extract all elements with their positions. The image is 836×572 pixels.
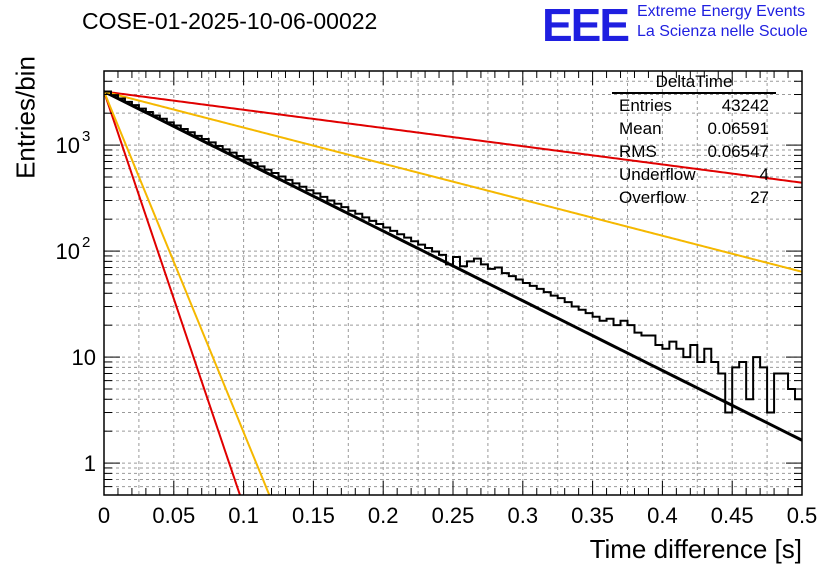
stats-value: 27 [750, 188, 769, 207]
chart-title: COSE-01-2025-10-06-00022 [82, 8, 378, 34]
x-tick-label: 0.2 [368, 503, 399, 528]
fit-curves [104, 90, 802, 495]
fit-line-red-steep [104, 91, 241, 495]
stats-value: 43242 [721, 96, 769, 115]
fit-line-yellow-steep [104, 91, 271, 495]
stats-value: 4 [759, 165, 769, 184]
x-tick-label: 0.25 [432, 503, 475, 528]
y-tick-exponent: 3 [82, 128, 90, 145]
x-tick-label: 0.35 [571, 503, 614, 528]
y-axis-label: Entries/bin [10, 56, 41, 179]
x-tick-label: 0.5 [787, 503, 818, 528]
y-tick-label: 1 [84, 451, 96, 476]
fit-line-black-fit [104, 90, 802, 442]
x-tick-label: 0.1 [228, 503, 259, 528]
y-tick-label: 10 [72, 345, 96, 370]
stats-row: Overflow 27 [612, 186, 776, 209]
tick-labels: 0 0.05 0.1 0.15 0.2 0.25 0.3 0.35 0.4 0.45 0.5 1 10 1… [56, 128, 818, 528]
x-tick-label: 0.45 [711, 503, 754, 528]
x-axis-label: Time difference [s] [589, 534, 802, 564]
y-tick-exponent: 2 [82, 234, 90, 251]
axes-frame [103, 70, 803, 496]
stats-label: RMS [619, 142, 657, 161]
stats-label: Mean [619, 119, 662, 138]
stats-row: Mean 0.06591 [612, 117, 776, 140]
y-tick-label: 10 [56, 239, 80, 264]
logo-line-1: Extreme Energy Events [637, 3, 806, 20]
histogram [104, 90, 802, 414]
stats-row: RMS 0.06547 [612, 140, 776, 163]
logo-line-2: La Scienza nelle Scuole [637, 23, 808, 40]
y-axis-label-box: Entries/bin [8, 52, 41, 182]
x-tick-label: 0.05 [152, 503, 195, 528]
histogram-outline [104, 90, 802, 414]
stats-box: DeltaTime Entries 43242 Mean 0.06591 RMS 0.… [612, 72, 776, 209]
x-tick-label: 0.15 [292, 503, 335, 528]
fit-line-red-upper-slow [104, 90, 802, 184]
stats-row: Underflow 4 [612, 163, 776, 186]
x-tick-label: 0.4 [647, 503, 678, 528]
stats-label: Entries [619, 96, 672, 115]
eee-logo: EEE [542, 0, 630, 51]
y-tick-label: 10 [56, 133, 80, 158]
x-tick-label: 0.3 [508, 503, 539, 528]
stats-value: 0.06591 [707, 119, 769, 138]
stats-value: 0.06547 [707, 142, 769, 161]
stats-label: Underflow [619, 165, 696, 184]
fit-line-yellow-upper-slow [104, 90, 802, 273]
stats-title: DeltaTime [612, 72, 776, 94]
x-tick-label: 0 [98, 503, 110, 528]
stats-label: Overflow [619, 188, 687, 207]
stats-row: Entries 43242 [612, 94, 776, 117]
